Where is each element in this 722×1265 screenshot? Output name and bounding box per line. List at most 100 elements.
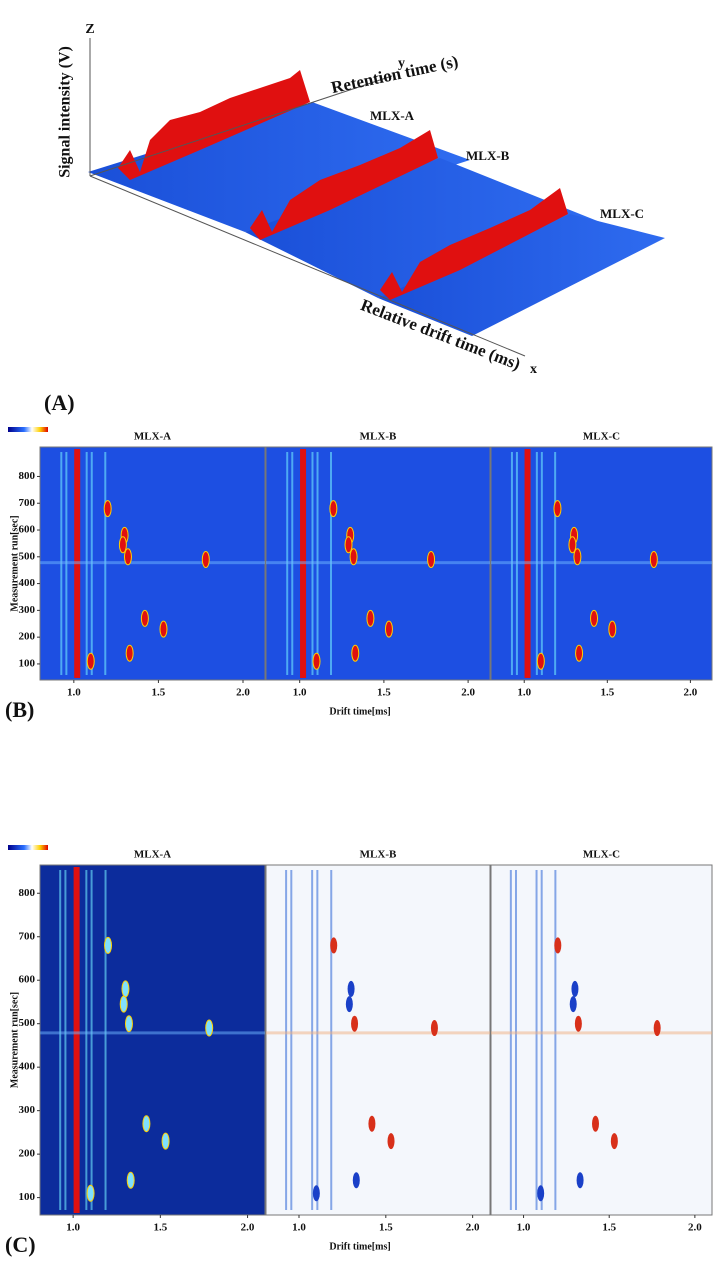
axis-letter: x [530, 362, 537, 377]
spot [592, 1115, 600, 1132]
y-axis-title: Measurement run[sec] [9, 515, 20, 611]
y-tick-label: 200 [19, 631, 36, 643]
spot [125, 644, 134, 662]
spot [427, 550, 436, 568]
spot [347, 980, 355, 997]
spot [140, 609, 149, 627]
spot [205, 1019, 214, 1037]
streak [104, 870, 107, 1210]
spot [119, 995, 128, 1013]
x-tick-label: 1.0 [517, 687, 531, 699]
streak [330, 870, 333, 1210]
streak [285, 870, 288, 1210]
spot [351, 1015, 359, 1032]
band [266, 1031, 490, 1035]
spot [118, 536, 127, 554]
spot [104, 936, 113, 954]
spot [352, 1172, 360, 1189]
band [491, 561, 712, 565]
spot [653, 1020, 661, 1037]
streak [554, 870, 557, 1210]
plot-title: MLX-B [360, 849, 397, 861]
color-bar [8, 845, 48, 850]
plot-title: MLX-B [360, 431, 397, 443]
streak [64, 870, 67, 1210]
y-tick-label: 200 [19, 1148, 36, 1160]
x-tick-label: 2.0 [688, 1222, 702, 1234]
band [266, 561, 490, 565]
spot [576, 1172, 584, 1189]
plot-title: MLX-A [134, 431, 171, 443]
y-tick-label: 100 [19, 657, 36, 669]
ridge [250, 130, 438, 240]
sample-label: MLX-C [600, 206, 644, 221]
plot-title: MLX-C [583, 431, 620, 443]
spot [537, 1185, 545, 1202]
y-tick-label: 600 [19, 974, 36, 986]
x-tick-label: 2.0 [461, 687, 475, 699]
heatmap [265, 864, 491, 1216]
spot [569, 996, 577, 1013]
band [40, 1031, 265, 1035]
x-tick-label: 1.5 [379, 1222, 393, 1234]
x-tick-label: 2.0 [241, 1222, 255, 1234]
slab [88, 102, 470, 232]
spot [368, 1115, 376, 1132]
heatmap [490, 864, 713, 1216]
spot [121, 980, 130, 998]
y-tick-label: 400 [19, 1061, 36, 1073]
y-tick-label: 700 [19, 497, 36, 509]
spot [610, 1133, 618, 1150]
y-tick-label: 500 [19, 1017, 36, 1029]
spot [536, 652, 545, 670]
spot [344, 536, 353, 554]
x-axis-title: Drift time[ms] [329, 1241, 390, 1252]
y-tick-label: 100 [19, 1191, 36, 1203]
spot [103, 500, 112, 518]
spot [351, 644, 360, 662]
spot [553, 500, 562, 518]
spot [345, 996, 353, 1013]
spot [201, 550, 210, 568]
x-tick-label: 1.0 [517, 1222, 531, 1234]
spot [573, 548, 582, 566]
spot [649, 550, 658, 568]
plot-title: MLX-C [583, 849, 620, 861]
x-tick-label: 1.0 [67, 687, 81, 699]
spot [608, 620, 617, 638]
spot [161, 1132, 170, 1150]
spot [312, 652, 321, 670]
ridge [380, 188, 568, 300]
spot [142, 1115, 151, 1133]
band [491, 1031, 712, 1035]
spot [86, 1184, 95, 1202]
streak [514, 870, 517, 1210]
y-tick-label: 400 [19, 577, 36, 589]
y-tick-label: 700 [19, 930, 36, 942]
x-tick-label: 1.5 [602, 1222, 616, 1234]
spot [571, 980, 579, 997]
x-tick-label: 2.0 [684, 687, 698, 699]
spot [124, 1015, 133, 1033]
spot [349, 548, 358, 566]
slab [245, 158, 600, 298]
panel-label: (C) [5, 1232, 36, 1257]
y-axis-title: Measurement run[sec] [9, 992, 20, 1088]
axis-letter: y [398, 56, 405, 71]
streak [509, 870, 512, 1210]
spot [366, 609, 375, 627]
ridge [118, 70, 310, 180]
streak [90, 870, 93, 1210]
plot-title: MLX-A [134, 849, 171, 861]
spot [126, 1171, 135, 1189]
axis-letter: Z [85, 22, 94, 37]
x-axis [89, 175, 526, 357]
streak [85, 870, 88, 1210]
color-bar [8, 427, 48, 432]
y-axis [89, 75, 393, 177]
spot [575, 644, 584, 662]
panel-label: (A) [44, 390, 75, 415]
y-tick-label: 300 [19, 604, 36, 616]
spot [574, 1015, 582, 1032]
